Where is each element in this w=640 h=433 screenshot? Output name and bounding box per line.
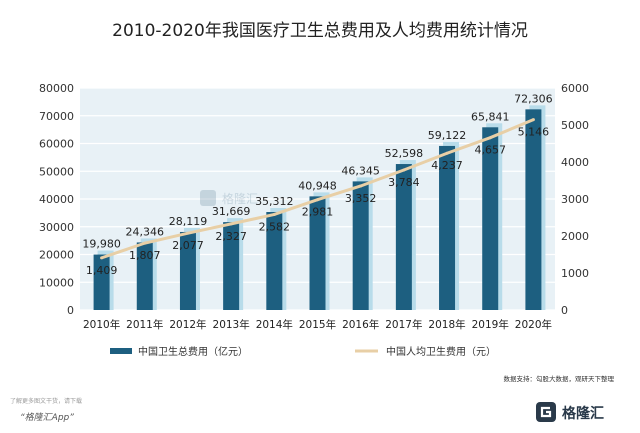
x-tick-label: 2012年: [169, 318, 206, 331]
bar: [223, 222, 240, 310]
bar-value-label: 52,598: [385, 147, 424, 160]
bar: [482, 127, 499, 310]
legend-bar-swatch: [110, 348, 132, 354]
bar-value-label: 65,841: [471, 110, 510, 123]
bar-value-label: 59,122: [428, 129, 467, 142]
line-data-labels: 1,409 1,807 2,077 2,327 2,582 2,981 3,352 3,784…: [86, 126, 549, 277]
line-value-label: 5,146: [518, 126, 550, 139]
right-tick-label: 3000: [561, 193, 589, 206]
right-tick-label: 6000: [561, 82, 589, 95]
bar: [266, 212, 283, 310]
left-tick-label: 20000: [39, 249, 74, 262]
line-point: [488, 136, 492, 140]
line-value-label: 2,327: [215, 230, 247, 243]
line-point: [229, 222, 233, 226]
line-point: [359, 184, 363, 188]
bar: [136, 242, 153, 310]
right-tick-label: 5000: [561, 119, 589, 132]
x-tick-label: 2020年: [515, 318, 552, 331]
line-value-label: 1,807: [129, 249, 161, 262]
x-tick-label: 2018年: [428, 318, 465, 331]
left-tick-label: 0: [67, 304, 74, 317]
right-tick-label: 4000: [561, 156, 589, 169]
bar: [525, 109, 542, 310]
legend-line-label: 中国人均卫生费用（元）: [386, 345, 496, 358]
right-axis: 0 1000 2000 3000 4000 5000 6000: [561, 82, 589, 317]
line-value-label: 4,657: [474, 144, 506, 157]
x-tick-label: 2019年: [472, 318, 509, 331]
right-tick-label: 0: [561, 304, 568, 317]
footer-app-name: “格隆汇App”: [20, 413, 74, 423]
line-value-label: 2,077: [172, 239, 204, 252]
bar-value-label: 28,119: [169, 215, 208, 228]
line-point: [100, 256, 104, 260]
bar: [352, 181, 369, 310]
x-tick-label: 2016年: [342, 318, 379, 331]
left-tick-label: 70000: [39, 110, 74, 123]
bar: [309, 196, 326, 310]
watermark: 格隆汇: [200, 190, 258, 206]
x-tick-label: 2015年: [299, 318, 336, 331]
bar-value-label: 72,306: [514, 92, 553, 105]
left-axis: 0 10000 20000 30000 40000 50000 60000 70000 8000…: [39, 82, 74, 317]
legend-bar-label: 中国卫生总费用（亿元）: [138, 345, 248, 358]
left-tick-label: 80000: [39, 82, 74, 95]
footer-note: 了解更多图文干货，请下载: [10, 398, 83, 405]
bar: [93, 254, 110, 310]
left-tick-label: 30000: [39, 221, 74, 234]
bar: [395, 164, 412, 310]
line-value-label: 2,981: [302, 206, 334, 219]
line-value-label: 1,409: [86, 264, 118, 277]
bar-value-label: 31,669: [212, 205, 251, 218]
x-tick-label: 2013年: [213, 318, 250, 331]
right-tick-label: 2000: [561, 230, 589, 243]
bar: [179, 231, 196, 310]
bar-data-labels: 19,980 24,346 28,119 31,669 35,312 40,948 46,3…: [82, 92, 552, 250]
left-tick-label: 10000: [39, 276, 74, 289]
line-value-label: 4,237: [431, 159, 463, 172]
line-point: [143, 241, 147, 245]
x-tick-label: 2017年: [385, 318, 422, 331]
page-title: 2010-2020年我国医疗卫生总费用及人均费用统计情况: [112, 21, 528, 41]
line-series: [100, 118, 535, 260]
x-tick-label: 2010年: [83, 318, 120, 331]
bar-value-label: 46,345: [341, 164, 380, 177]
left-tick-label: 50000: [39, 165, 74, 178]
line-point: [272, 212, 276, 216]
line-point: [445, 151, 449, 155]
brand-name: 格隆汇: [562, 405, 604, 422]
line-value-label: 2,582: [259, 220, 291, 233]
bar-value-label: 19,980: [82, 238, 121, 251]
legend: 中国卫生总费用（亿元） 中国人均卫生费用（元）: [110, 345, 496, 358]
bar-value-label: 40,948: [298, 179, 337, 192]
x-axis: 2010年 2011年 2012年 2013年 2014年 2015年 2016年 2017年…: [83, 318, 552, 331]
brand-logo: 格隆汇: [536, 402, 604, 422]
bar-value-label: 24,346: [126, 225, 165, 238]
line-value-label: 3,784: [388, 176, 420, 189]
left-tick-label: 40000: [39, 193, 74, 206]
watermark-text: 格隆汇: [222, 191, 258, 206]
left-tick-label: 60000: [39, 138, 74, 151]
line-point: [531, 118, 535, 122]
bar: [439, 145, 456, 310]
bar-series: [93, 105, 546, 310]
x-tick-label: 2011年: [126, 318, 163, 331]
line-value-label: 3,352: [345, 192, 377, 205]
bar-value-label: 35,312: [255, 195, 294, 208]
line-point: [402, 168, 406, 172]
line-point: [316, 198, 319, 202]
right-tick-label: 1000: [561, 267, 589, 280]
x-tick-label: 2014年: [256, 318, 293, 331]
source-note: 数据支持：勾股大数据，观研天下整理: [504, 374, 615, 383]
line-point: [186, 231, 190, 235]
